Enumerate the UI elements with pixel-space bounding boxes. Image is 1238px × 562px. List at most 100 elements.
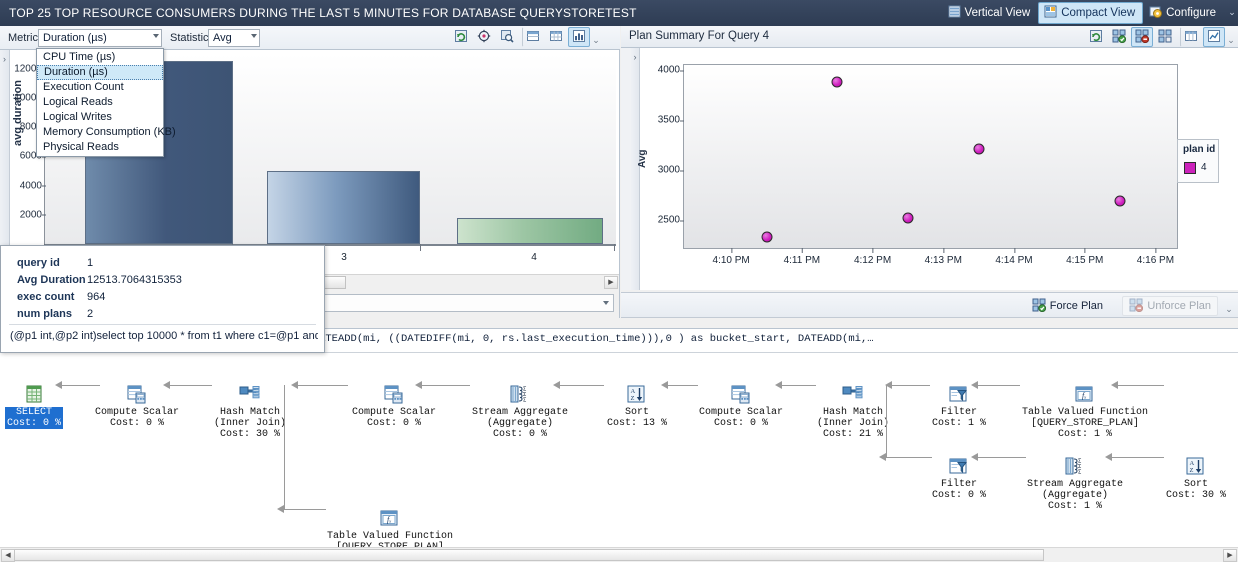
compare-plans-icon-button[interactable] bbox=[1154, 27, 1176, 47]
left-pane-collapse-handle[interactable]: › bbox=[0, 50, 10, 290]
metric-dropdown-list[interactable]: CPU Time (µs) Duration (µs) Execution Co… bbox=[36, 48, 176, 157]
legend-value: 4 bbox=[1201, 162, 1207, 173]
statistic-select[interactable]: Avg bbox=[208, 29, 260, 47]
scatter-data-point[interactable] bbox=[973, 143, 985, 154]
metric-select-value: Duration (µs) bbox=[43, 32, 107, 44]
chart-view-icon bbox=[1207, 29, 1221, 46]
plan-connector-arrow bbox=[971, 453, 978, 461]
unforce-plan-button[interactable]: Unforce Plan bbox=[1122, 296, 1218, 316]
track-query-icon bbox=[477, 29, 491, 46]
query-tooltip: query id 1 Avg Duration 12513.7064315353… bbox=[0, 245, 325, 353]
force-plan-icon-button[interactable] bbox=[1108, 27, 1130, 47]
plan-node-cost: Cost: 0 % bbox=[367, 418, 422, 429]
plan-connector-arrow bbox=[885, 381, 892, 389]
plan-node-stream2[interactable]: Σ Σ Σ Stream Aggregate (Aggregate) Cost: 1 % bbox=[1027, 457, 1123, 512]
dropdown-option-duration[interactable]: Duration (µs) bbox=[37, 65, 163, 80]
table-valued-function-icon: fₓ bbox=[1074, 385, 1096, 405]
right-pane-collapse-handle[interactable]: › bbox=[631, 48, 640, 290]
refresh-icon-button[interactable] bbox=[1085, 27, 1107, 47]
plan-node-filter1[interactable]: Filter Cost: 1 % bbox=[932, 385, 986, 429]
plan-node-cost: Cost: 13 % bbox=[607, 418, 668, 429]
force-plan-button[interactable]: Force Plan bbox=[1025, 296, 1110, 316]
chart-view-icon bbox=[572, 29, 586, 46]
compact-view-button[interactable]: Compact View bbox=[1038, 2, 1144, 24]
scatter-data-point[interactable] bbox=[1114, 195, 1126, 206]
dropdown-option-memory-consumption[interactable]: Memory Consumption (KB) bbox=[43, 126, 176, 138]
plan-hscrollbar[interactable]: ◀ ▶ bbox=[0, 547, 1238, 562]
plan-node-hash1[interactable]: Hash Match (Inner Join) Cost: 30 % bbox=[214, 385, 286, 440]
svg-text:Z: Z bbox=[1190, 467, 1194, 474]
left-toolbar-overflow-icon[interactable]: ⌄ bbox=[592, 35, 600, 45]
plan-node-label: Table Valued Function bbox=[1022, 407, 1149, 418]
plan-node-select[interactable]: SELECT Cost: 0 % bbox=[5, 385, 64, 429]
dropdown-option-logical-writes[interactable]: Logical Writes bbox=[43, 111, 112, 123]
execution-plan-canvas[interactable]: SELECT Cost: 0 % Compute Scalar Cost: 0 % Ha… bbox=[0, 353, 1238, 547]
plan-connector bbox=[422, 385, 470, 386]
grid-view-icon-button[interactable] bbox=[522, 27, 544, 47]
table-view-icon-button[interactable] bbox=[545, 27, 567, 47]
scatter-data-point[interactable] bbox=[902, 212, 914, 224]
configure-button[interactable]: Configure bbox=[1143, 2, 1224, 24]
plan-node-compute1[interactable]: Compute Scalar Cost: 0 % bbox=[95, 385, 179, 429]
refresh-icon bbox=[454, 29, 468, 46]
vertical-view-label: Vertical View bbox=[964, 7, 1031, 19]
force-plan-overflow-icon[interactable]: ⌄ bbox=[1225, 304, 1233, 314]
unforce-plan-icon-button[interactable] bbox=[1131, 27, 1153, 47]
bar-chart-x-tick bbox=[420, 244, 421, 251]
scatter-data-point[interactable] bbox=[761, 231, 772, 243]
plan-node-sort1[interactable]: A Z Sort Cost: 13 % bbox=[607, 385, 667, 429]
plan-connector bbox=[886, 457, 932, 458]
chart-view-icon-button[interactable] bbox=[1203, 27, 1225, 47]
grid-view-icon-button[interactable] bbox=[1180, 27, 1202, 47]
plan-summary-toolbar: ⌄ bbox=[1085, 27, 1236, 47]
bar-chart-bar[interactable] bbox=[267, 170, 420, 244]
vertical-view-button[interactable]: Vertical View bbox=[942, 2, 1039, 24]
plan-node-sublabel: [QUERY_STORE_PLAN] bbox=[327, 542, 453, 547]
scatter-data-point[interactable] bbox=[831, 76, 843, 87]
scatter-x-tick-label: 4:13 PM bbox=[924, 248, 962, 266]
zoom-out-icon-button[interactable] bbox=[496, 27, 518, 47]
plan-node-sort2[interactable]: A Z Sort Cost: 30 % bbox=[1166, 457, 1226, 501]
dropdown-option-cpu-time[interactable]: CPU Time (µs) bbox=[43, 51, 116, 63]
refresh-icon bbox=[1089, 29, 1103, 46]
plan-node-compute2[interactable]: Compute Scalar Cost: 0 % bbox=[352, 385, 436, 429]
svg-text:Σ: Σ bbox=[1078, 464, 1082, 470]
plan-connector-arrow bbox=[1105, 453, 1112, 461]
scroll-right-icon[interactable]: ▶ bbox=[1223, 549, 1237, 562]
dropdown-option-logical-reads[interactable]: Logical Reads bbox=[43, 96, 113, 108]
plan-node-label: Hash Match bbox=[823, 407, 884, 418]
plan-id-legend: plan id 4 bbox=[1177, 139, 1219, 183]
chart-view-icon-button[interactable] bbox=[568, 27, 590, 47]
refresh-icon-button[interactable] bbox=[450, 27, 472, 47]
vertical-view-icon bbox=[948, 5, 961, 21]
plan-node-stream1[interactable]: Σ Σ Σ Stream Aggregate (Aggregate) Cost: 0 % bbox=[472, 385, 568, 440]
metric-select[interactable]: Duration (µs) bbox=[38, 29, 162, 47]
plan-summary-chart: › Avg 4000 3500 3000 2500 4:10 PM 4:11 PM 4:12… bbox=[631, 48, 1238, 290]
tooltip-value-exec-count: 964 bbox=[87, 291, 106, 303]
plan-node-hash2[interactable]: Hash Match (Inner Join) Cost: 21 % bbox=[817, 385, 889, 440]
legend-color-swatch[interactable] bbox=[1184, 162, 1196, 174]
titlebar-overflow-icon[interactable]: ⌄ bbox=[1228, 7, 1236, 17]
dropdown-option-execution-count[interactable]: Execution Count bbox=[43, 81, 124, 93]
plan-connector-arrow bbox=[163, 381, 170, 389]
scroll-left-icon[interactable]: ◀ bbox=[1, 549, 15, 562]
dropdown-option-physical-reads[interactable]: Physical Reads bbox=[43, 141, 119, 153]
hash-match-icon bbox=[239, 385, 261, 405]
plan-connector-arrow bbox=[879, 453, 886, 461]
plan-node-filter2[interactable]: Filter Cost: 0 % bbox=[932, 457, 986, 501]
scroll-right-icon[interactable]: ▶ bbox=[604, 276, 618, 289]
plan-node-tvf2[interactable]: fₓ Table Valued Function[QUERY_STORE_PLAN… bbox=[327, 509, 453, 547]
plan-node-label: Table Valued Function bbox=[327, 531, 454, 542]
plan-node-compute3[interactable]: Compute Scalar Cost: 0 % bbox=[699, 385, 783, 429]
plan-node-tvf1[interactable]: fₓ Table Valued Function [QUERY_STORE_PLAN… bbox=[1022, 385, 1148, 440]
plan-connector bbox=[978, 385, 1020, 386]
plan-summary-overflow-icon[interactable]: ⌄ bbox=[1227, 35, 1235, 45]
bar-chart-bar[interactable] bbox=[457, 217, 603, 244]
force-plan-toolbar: Force Plan Unforce Plan ⌄ bbox=[621, 292, 1238, 318]
plan-node-cost: Cost: 1 % bbox=[1058, 429, 1113, 440]
track-query-icon-button[interactable] bbox=[473, 27, 495, 47]
plan-node-label: Stream Aggregate bbox=[472, 407, 569, 418]
plan-hscroll-thumb[interactable] bbox=[14, 549, 1044, 561]
plan-node-label: Compute Scalar bbox=[699, 407, 784, 418]
plan-node-label: SELECT bbox=[5, 407, 64, 418]
